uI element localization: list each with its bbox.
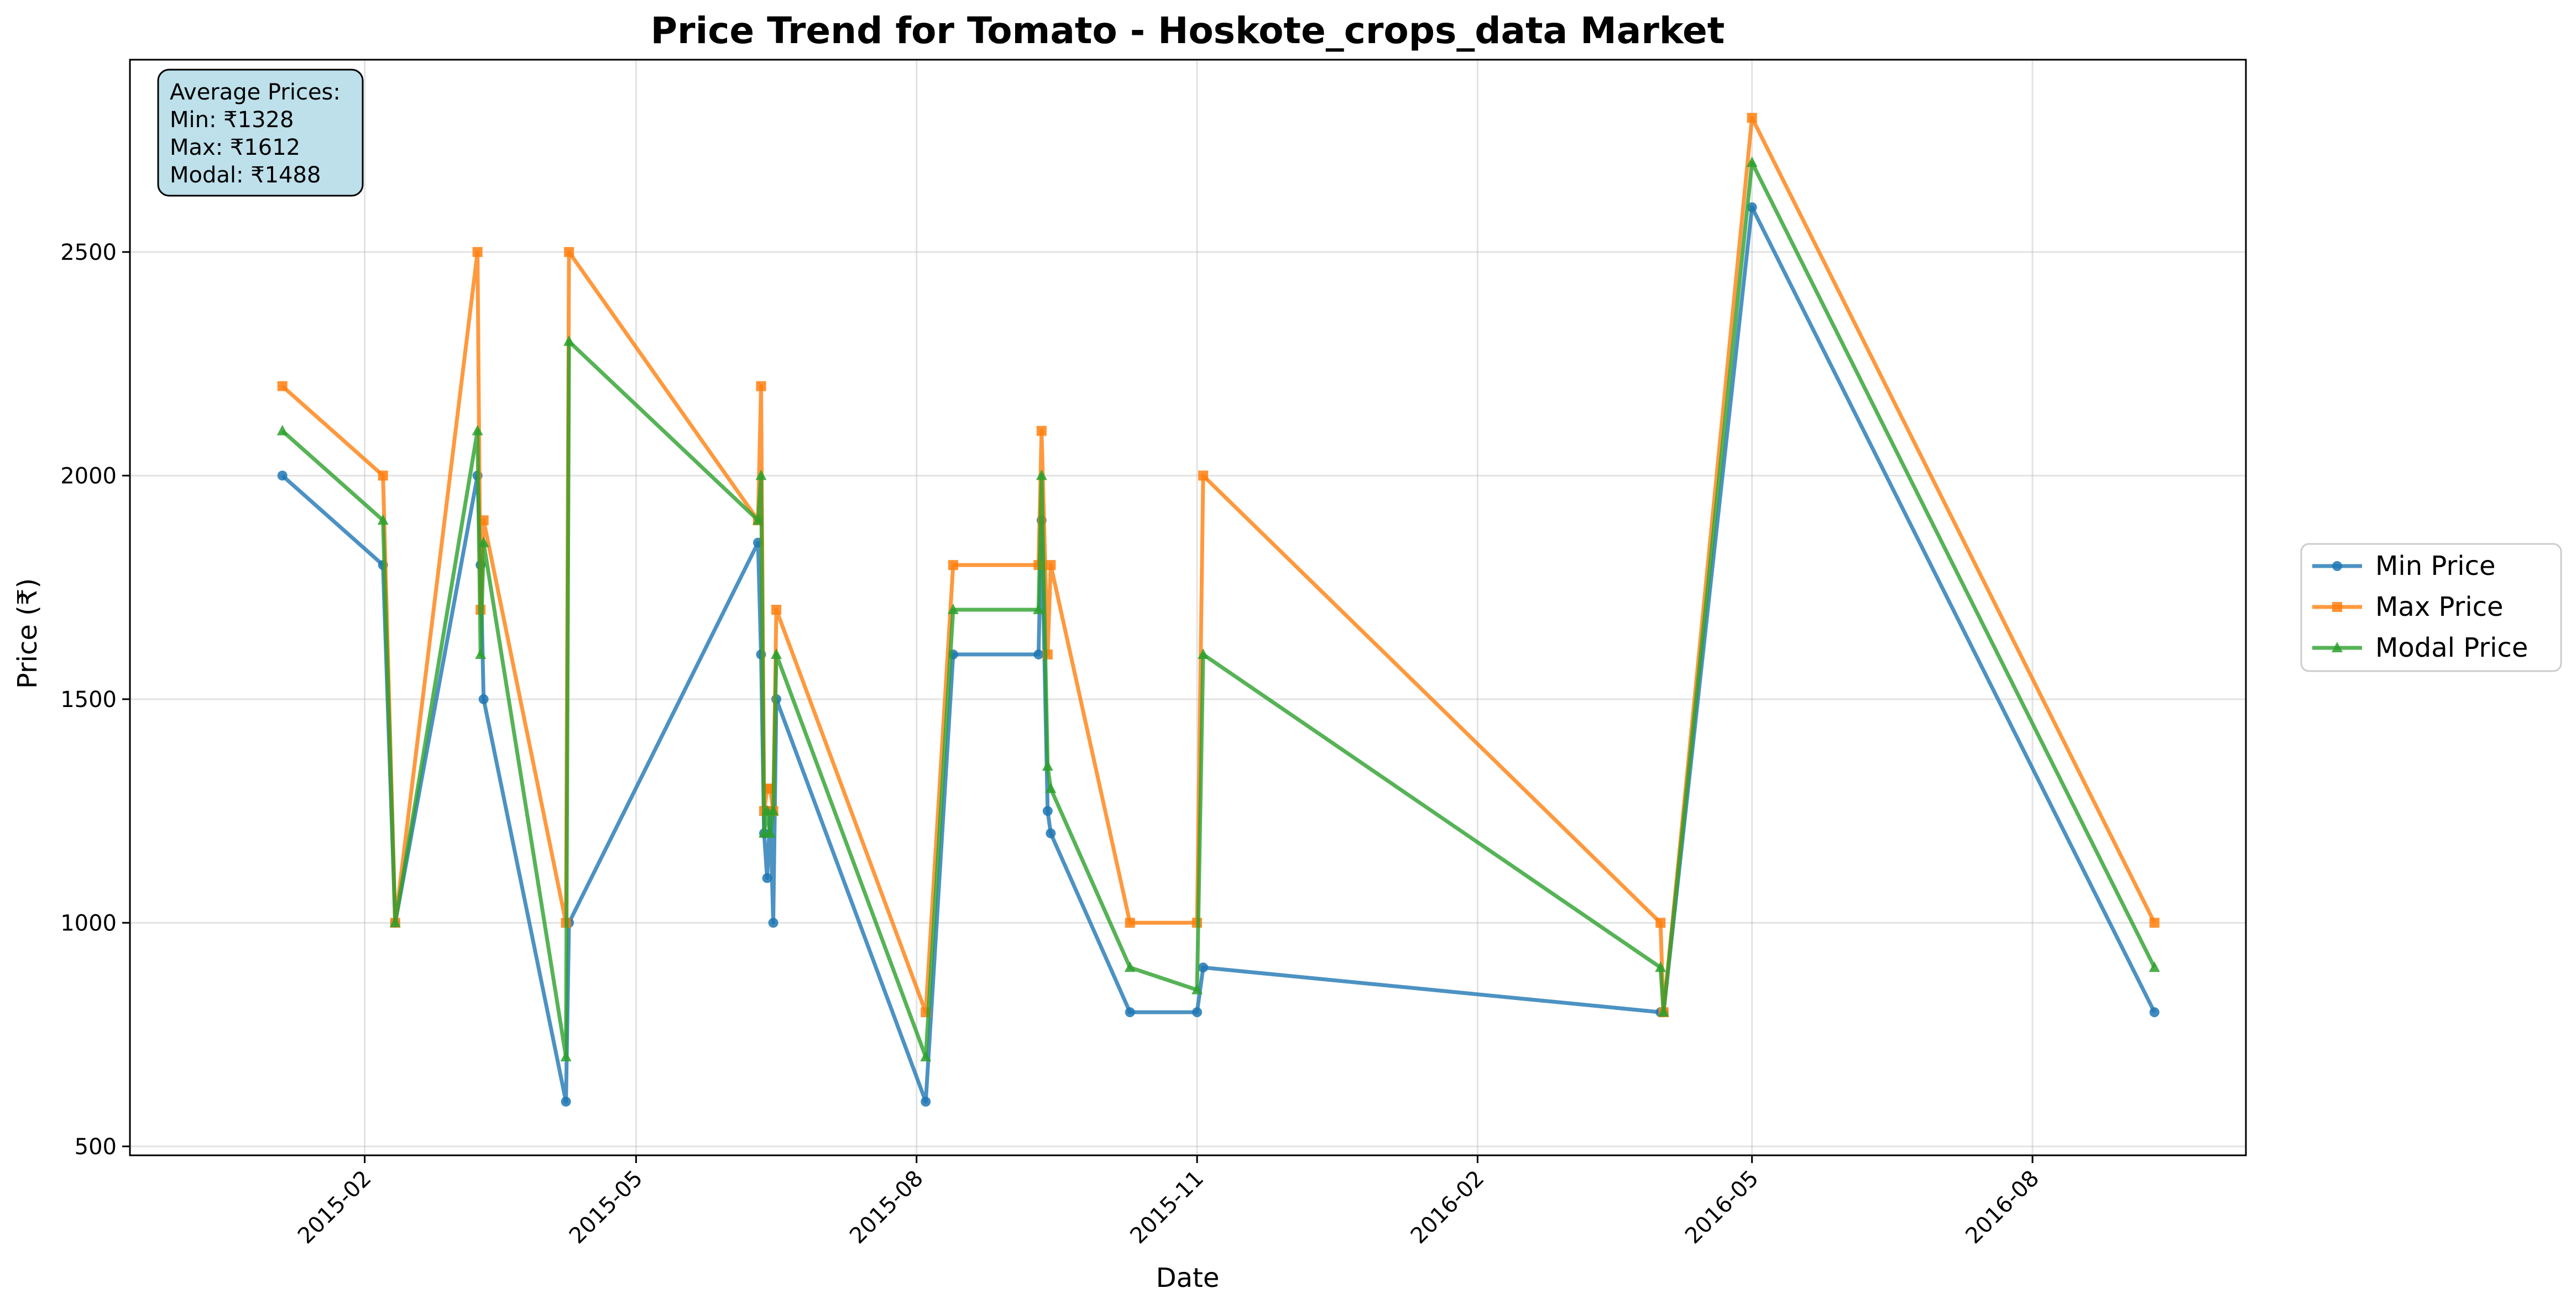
y-tick-label: 2000 bbox=[60, 463, 117, 489]
data-point-modal-price bbox=[1045, 782, 1057, 793]
data-point-max-price bbox=[948, 560, 958, 570]
legend-item-min-price: Min Price bbox=[2312, 551, 2496, 582]
data-point-max-price bbox=[378, 470, 388, 481]
legend: Min Price Max Price Modal Price bbox=[2300, 543, 2562, 672]
data-point-max-price bbox=[472, 247, 483, 257]
data-point-min-price bbox=[1192, 1007, 1203, 1018]
y-tick-label: 1000 bbox=[60, 910, 117, 936]
data-point-max-price bbox=[2149, 918, 2160, 928]
annotation-max: Max: ₹1612 bbox=[170, 135, 300, 160]
data-point-min-price bbox=[1198, 962, 1209, 973]
data-point-modal-price bbox=[2149, 961, 2160, 972]
data-point-min-price bbox=[2149, 1007, 2160, 1018]
data-point-max-price bbox=[1036, 426, 1047, 436]
annotation-background bbox=[157, 69, 364, 197]
data-point-max-price bbox=[1655, 918, 1666, 928]
annotation-min: Min: ₹1328 bbox=[170, 107, 294, 133]
data-point-max-price bbox=[1046, 560, 1056, 570]
legend-label: Min Price bbox=[2375, 551, 2496, 582]
annotation-modal: Modal: ₹1488 bbox=[170, 163, 321, 188]
annotation-heading: Average Prices: bbox=[170, 80, 341, 105]
data-point-modal-price bbox=[755, 469, 767, 480]
data-point-modal-price bbox=[389, 917, 401, 928]
plot-frame bbox=[129, 59, 2247, 1156]
data-point-modal-price bbox=[752, 514, 764, 525]
data-point-modal-price bbox=[1192, 983, 1203, 994]
data-point-modal-price bbox=[771, 648, 782, 659]
y-tick-label: 1500 bbox=[60, 687, 117, 713]
data-point-modal-price bbox=[563, 335, 575, 346]
data-point-modal-price bbox=[1655, 961, 1666, 972]
data-point-modal-price bbox=[947, 604, 959, 615]
data-point-max-price bbox=[771, 605, 782, 615]
data-point-modal-price bbox=[560, 1051, 572, 1062]
series-line-modal-price bbox=[281, 160, 2156, 1059]
data-point-max-price bbox=[756, 381, 766, 391]
legend-label: Max Price bbox=[2375, 591, 2504, 622]
data-point-modal-price bbox=[920, 1051, 932, 1062]
data-point-max-price bbox=[277, 381, 288, 391]
data-point-modal-price bbox=[478, 536, 489, 547]
data-point-modal-price bbox=[1033, 604, 1044, 615]
data-point-min-price bbox=[277, 470, 288, 481]
data-point-min-price bbox=[1046, 828, 1056, 839]
legend-label: Modal Price bbox=[2375, 632, 2528, 663]
data-point-max-price bbox=[1747, 113, 1757, 123]
data-point-min-price bbox=[561, 1096, 571, 1107]
average-prices-annotation: Average Prices: Min: ₹1328 Max: ₹1612 Mo… bbox=[157, 69, 364, 197]
data-point-modal-price bbox=[1746, 156, 1758, 167]
data-point-modal-price bbox=[1042, 760, 1053, 771]
data-point-modal-price bbox=[377, 514, 389, 525]
data-point-min-price bbox=[921, 1096, 931, 1107]
data-point-min-price bbox=[1125, 1007, 1135, 1018]
legend-frame bbox=[2300, 543, 2562, 672]
data-point-max-price bbox=[1125, 918, 1135, 928]
legend-item-modal-price: Modal Price bbox=[2312, 632, 2528, 663]
data-point-modal-price bbox=[765, 827, 776, 838]
series-modal-price bbox=[276, 156, 2160, 1062]
chart-title: Price Trend for Tomato - Hoskote_crops_d… bbox=[651, 9, 1725, 52]
y-axis-label: Price (₹) bbox=[12, 578, 43, 689]
series-layer bbox=[276, 113, 2160, 1107]
y-tick-label: 500 bbox=[75, 1134, 117, 1160]
data-point-modal-price bbox=[1658, 1006, 1669, 1017]
legend-swatch-marker bbox=[2332, 642, 2343, 652]
y-tick-label: 2500 bbox=[60, 240, 117, 265]
data-point-modal-price bbox=[276, 425, 288, 436]
data-point-modal-price bbox=[1124, 961, 1136, 972]
data-point-min-price bbox=[1042, 806, 1053, 816]
data-point-modal-price bbox=[1036, 469, 1047, 480]
data-point-min-price bbox=[1033, 649, 1044, 659]
data-point-max-price bbox=[478, 515, 489, 526]
data-point-modal-price bbox=[472, 425, 483, 436]
x-axis-label: Date bbox=[1156, 1263, 1220, 1294]
data-point-max-price bbox=[1198, 470, 1209, 481]
data-point-modal-price bbox=[767, 805, 779, 816]
data-point-modal-price bbox=[475, 648, 487, 659]
legend-swatch-marker bbox=[2332, 561, 2342, 571]
data-point-min-price bbox=[478, 694, 489, 704]
legend-item-max-price: Max Price bbox=[2312, 591, 2504, 622]
legend-swatch-marker bbox=[2332, 602, 2342, 612]
data-point-modal-price bbox=[1198, 648, 1209, 659]
data-point-min-price bbox=[768, 918, 778, 928]
data-point-max-price bbox=[564, 247, 574, 257]
data-point-min-price bbox=[762, 873, 772, 883]
